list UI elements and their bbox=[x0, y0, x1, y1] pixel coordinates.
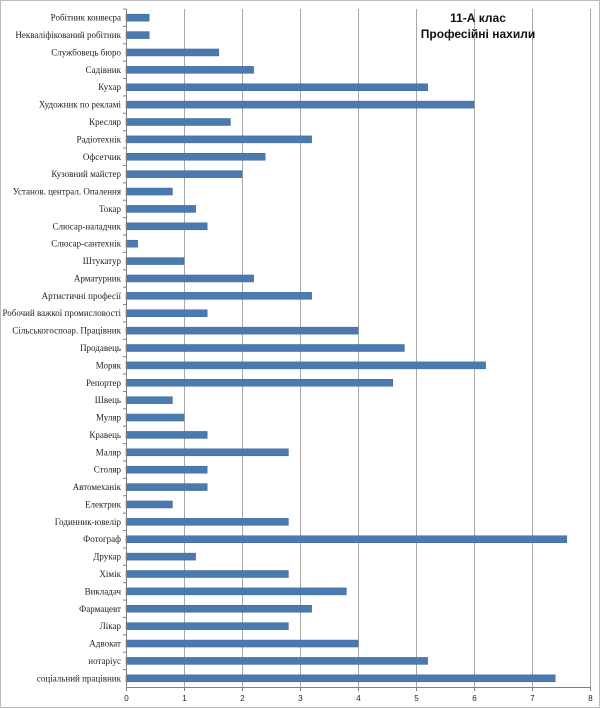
bar bbox=[125, 639, 359, 648]
category-label: Арматурник bbox=[74, 273, 122, 283]
category-label: Кухар bbox=[98, 82, 121, 92]
bar bbox=[125, 222, 208, 231]
category-label: Штукатур bbox=[83, 256, 122, 266]
category-label: Фармацевт bbox=[79, 604, 121, 614]
bar bbox=[125, 187, 173, 196]
bar bbox=[125, 31, 150, 39]
category-label: Робочий важкої промисловості bbox=[2, 308, 121, 318]
bar bbox=[125, 413, 185, 422]
bar bbox=[125, 170, 243, 178]
bar bbox=[125, 674, 556, 683]
bar bbox=[125, 587, 347, 596]
bar bbox=[125, 361, 486, 370]
category-label: Сільськогоспоар. Працівник bbox=[12, 326, 121, 336]
x-tick-label: 6 bbox=[472, 694, 477, 703]
x-tick-label: 1 bbox=[182, 694, 187, 703]
category-label: Моряк bbox=[96, 360, 122, 370]
category-label: Столяр bbox=[94, 465, 122, 475]
x-tick-label: 7 bbox=[530, 694, 535, 703]
category-label: Некваліфікований робітник bbox=[15, 30, 121, 40]
category-label: Продавець bbox=[80, 343, 121, 353]
bar bbox=[125, 552, 196, 561]
bar bbox=[125, 605, 312, 613]
bar bbox=[125, 326, 359, 335]
bar bbox=[125, 344, 405, 352]
category-label: нотаріус bbox=[88, 656, 121, 666]
category-label: Слюсар-наладчик bbox=[53, 221, 122, 231]
bar bbox=[125, 257, 185, 265]
category-label: Лікар bbox=[100, 621, 122, 631]
category-label: Викладач bbox=[85, 586, 122, 596]
bar bbox=[125, 465, 208, 474]
category-label: Кравець bbox=[89, 430, 121, 440]
x-axis-ticks: 0 1 2 3 4 5 6 7 8 bbox=[124, 687, 593, 703]
bar bbox=[125, 500, 173, 509]
category-label: Швець bbox=[95, 395, 121, 405]
bar bbox=[125, 379, 394, 387]
bar bbox=[125, 48, 220, 57]
category-label: Художник по рекламі bbox=[39, 100, 122, 110]
category-label: Маляр bbox=[96, 447, 122, 457]
bar bbox=[125, 448, 289, 457]
x-tick-label: 4 bbox=[356, 694, 361, 703]
bar bbox=[125, 622, 289, 630]
category-labels: Робітник конвеєра Некваліфікований робітн… bbox=[2, 8, 126, 683]
bar bbox=[125, 83, 428, 91]
bar bbox=[125, 100, 475, 109]
category-label: Кресляр bbox=[89, 117, 121, 127]
bar bbox=[125, 657, 428, 665]
category-label: Годинник-ювелір bbox=[55, 517, 122, 527]
category-label: Садівник bbox=[86, 65, 122, 75]
bar bbox=[125, 396, 173, 404]
x-tick-label: 3 bbox=[298, 694, 303, 703]
category-label: Робітник конвеєра bbox=[51, 13, 121, 23]
category-label: Автомеханік bbox=[73, 482, 122, 492]
category-label: Репортер bbox=[86, 378, 122, 388]
category-label: Муляр bbox=[96, 413, 122, 423]
bar bbox=[125, 309, 208, 317]
bar bbox=[125, 239, 138, 248]
bar bbox=[125, 135, 312, 144]
category-label: Слюсар-сантехнік bbox=[51, 239, 121, 249]
bar bbox=[125, 66, 254, 74]
category-label: Кузовний майстер bbox=[51, 169, 121, 179]
category-label: Адвокат bbox=[89, 639, 121, 649]
bar bbox=[125, 483, 208, 491]
bar bbox=[125, 13, 150, 22]
bar bbox=[125, 535, 568, 543]
category-label: Службовець бюро bbox=[51, 47, 121, 57]
bar bbox=[125, 274, 254, 283]
bar bbox=[125, 205, 196, 213]
chart-title-line-1: 11-А клас bbox=[450, 11, 506, 25]
category-label: соціальний працівник bbox=[37, 673, 122, 683]
category-label: Електрик bbox=[85, 499, 122, 509]
bar bbox=[125, 518, 289, 526]
bar bbox=[125, 118, 231, 126]
category-label: Друкар bbox=[93, 552, 121, 562]
category-label: Хімік bbox=[99, 569, 121, 579]
bar bbox=[125, 292, 312, 300]
x-tick-label: 5 bbox=[414, 694, 419, 703]
category-label: Радіотехнік bbox=[77, 134, 122, 144]
bar bbox=[125, 570, 289, 578]
category-label: Артистичні професії bbox=[42, 291, 122, 301]
category-label: Офсетчик bbox=[83, 152, 122, 162]
category-label: Токар bbox=[99, 204, 122, 214]
bar bbox=[125, 153, 266, 161]
category-label: Установ. централ. Опалення bbox=[13, 187, 121, 197]
x-tick-label: 8 bbox=[588, 694, 593, 703]
x-tick-label: 0 bbox=[124, 694, 129, 703]
chart-title-line-2: Професійні нахили bbox=[421, 27, 535, 41]
x-tick-label: 2 bbox=[240, 694, 245, 703]
category-label: Фотограф bbox=[83, 534, 121, 544]
bar bbox=[125, 431, 208, 439]
